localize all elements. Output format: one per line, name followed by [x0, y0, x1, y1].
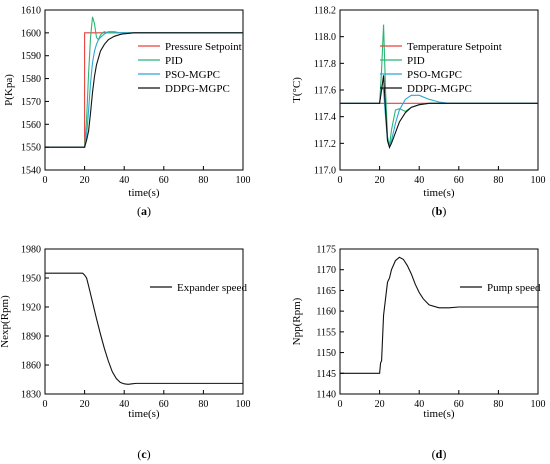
y-tick-label: 1890	[21, 332, 41, 343]
x-axis-label: time(s)	[128, 187, 159, 199]
y-tick-label: 1590	[21, 51, 41, 62]
y-tick-label: 1580	[21, 74, 41, 85]
series-line-1	[45, 16, 243, 148]
y-axis-label: P(Kpa)	[3, 74, 15, 106]
x-tick-label: 20	[80, 399, 90, 410]
legend-label: PSO-MGPC	[165, 69, 220, 81]
series-line-3	[45, 32, 243, 148]
series-line-0	[340, 256, 538, 374]
y-axis-label: T(°C)	[291, 77, 303, 103]
x-tick-label: 100	[531, 175, 546, 186]
x-tick-label: 40	[119, 175, 129, 186]
x-tick-label: 20	[375, 399, 385, 410]
y-tick-label: 1600	[21, 28, 41, 39]
legend-label: Pump speed	[487, 282, 541, 294]
legend: Pressure Setpoint PID PSO-MGPC DDPG-MGPC	[138, 41, 242, 95]
legend-label: PSO-MGPC	[407, 69, 462, 81]
x-axis-label: time(s)	[423, 187, 454, 199]
y-tick-label: 1950	[21, 274, 41, 285]
y-tick-label: 1150	[316, 348, 336, 359]
x-tick-label: 20	[375, 175, 385, 186]
legend-label: DDPG-MGPC	[165, 83, 230, 95]
y-tick-label: 1550	[21, 143, 41, 154]
legend: Pump speed	[460, 282, 541, 294]
y-axis-label: Npp(Rpm)	[291, 297, 303, 345]
x-axis-label: time(s)	[128, 408, 159, 420]
chart-panel-a: 0 20 40 60 80 100 1540 1550 1560 1570 1580 1590 1600…	[3, 6, 251, 219]
y-tick-label: 1830	[21, 390, 41, 401]
y-tick-label: 118.2	[314, 6, 336, 17]
legend: Expander speed	[150, 282, 247, 294]
y-axis-label: Nexp(Rpm)	[0, 295, 11, 348]
x-tick-label: 80	[198, 175, 208, 186]
x-tick-label: 60	[159, 175, 169, 186]
y-tick-label: 1155	[316, 327, 336, 338]
x-tick-label: 20	[80, 175, 90, 186]
x-tick-label: 80	[198, 399, 208, 410]
x-tick-label: 60	[454, 399, 464, 410]
panel-label: (a)	[137, 204, 151, 218]
chart-panel-d: 0 20 40 60 80 100 1140 1145 1150 1155 1160 1165 1170…	[291, 245, 546, 462]
y-tick-label: 1145	[316, 369, 336, 380]
x-tick-label: 40	[414, 175, 424, 186]
y-tick-label: 1920	[21, 303, 41, 314]
y-tick-label: 1170	[316, 265, 336, 276]
x-tick-label: 60	[454, 175, 464, 186]
x-axis-label: time(s)	[423, 408, 454, 420]
legend-label: Expander speed	[177, 282, 247, 294]
y-tick-label: 1610	[21, 6, 41, 17]
x-tick-label: 0	[43, 175, 48, 186]
series-line-3	[340, 75, 538, 149]
y-tick-label: 118.0	[314, 32, 336, 43]
y-tick-label: 1560	[21, 120, 41, 131]
legend-label: DDPG-MGPC	[407, 83, 472, 95]
x-tick-label: 100	[531, 399, 546, 410]
legend: Temperature Setpoint PID PSO-MGPC DDPG-MGPC	[380, 41, 502, 95]
x-tick-label: 0	[43, 399, 48, 410]
chart-panel-b: 0 20 40 60 80 100 117.0 117.2 117.4 117.6 117.8 118…	[291, 6, 546, 219]
x-tick-label: 0	[338, 399, 343, 410]
panel-label: (d)	[432, 447, 447, 461]
series-line-2	[340, 85, 538, 150]
x-tick-label: 80	[493, 175, 503, 186]
legend-label: Pressure Setpoint	[165, 41, 242, 53]
x-tick-label: 80	[493, 399, 503, 410]
x-tick-label: 100	[236, 175, 251, 186]
y-tick-label: 117.6	[314, 86, 336, 97]
chart-panel-c: 0 20 40 60 80 100 1830 1860 1890 1920 1950 1980 time…	[0, 245, 251, 462]
plot-frame	[44, 248, 244, 395]
x-tick-label: 60	[159, 399, 169, 410]
y-tick-label: 1175	[316, 245, 336, 256]
legend-label: PID	[407, 55, 425, 67]
series-line-0	[45, 272, 243, 385]
y-tick-label: 1160	[316, 307, 336, 318]
y-tick-label: 1540	[21, 166, 41, 177]
x-tick-label: 100	[236, 399, 251, 410]
y-tick-label: 1140	[316, 390, 336, 401]
plot-frame	[44, 9, 244, 171]
legend-label: Temperature Setpoint	[407, 41, 502, 53]
y-tick-label: 117.0	[314, 166, 336, 177]
series-line-2	[45, 31, 243, 148]
legend-label: PID	[165, 55, 183, 67]
y-tick-label: 117.4	[314, 112, 336, 123]
x-tick-label: 40	[119, 399, 129, 410]
y-tick-label: 1165	[316, 286, 336, 297]
x-tick-label: 0	[338, 175, 343, 186]
x-tick-label: 40	[414, 399, 424, 410]
y-tick-label: 117.8	[314, 59, 336, 70]
y-tick-label: 1980	[21, 245, 41, 256]
plot-frame	[339, 248, 539, 395]
panel-label: (c)	[137, 447, 150, 461]
y-tick-label: 1570	[21, 97, 41, 108]
panel-label: (b)	[432, 204, 447, 218]
y-tick-label: 1860	[21, 361, 41, 372]
y-tick-label: 117.2	[314, 139, 336, 150]
